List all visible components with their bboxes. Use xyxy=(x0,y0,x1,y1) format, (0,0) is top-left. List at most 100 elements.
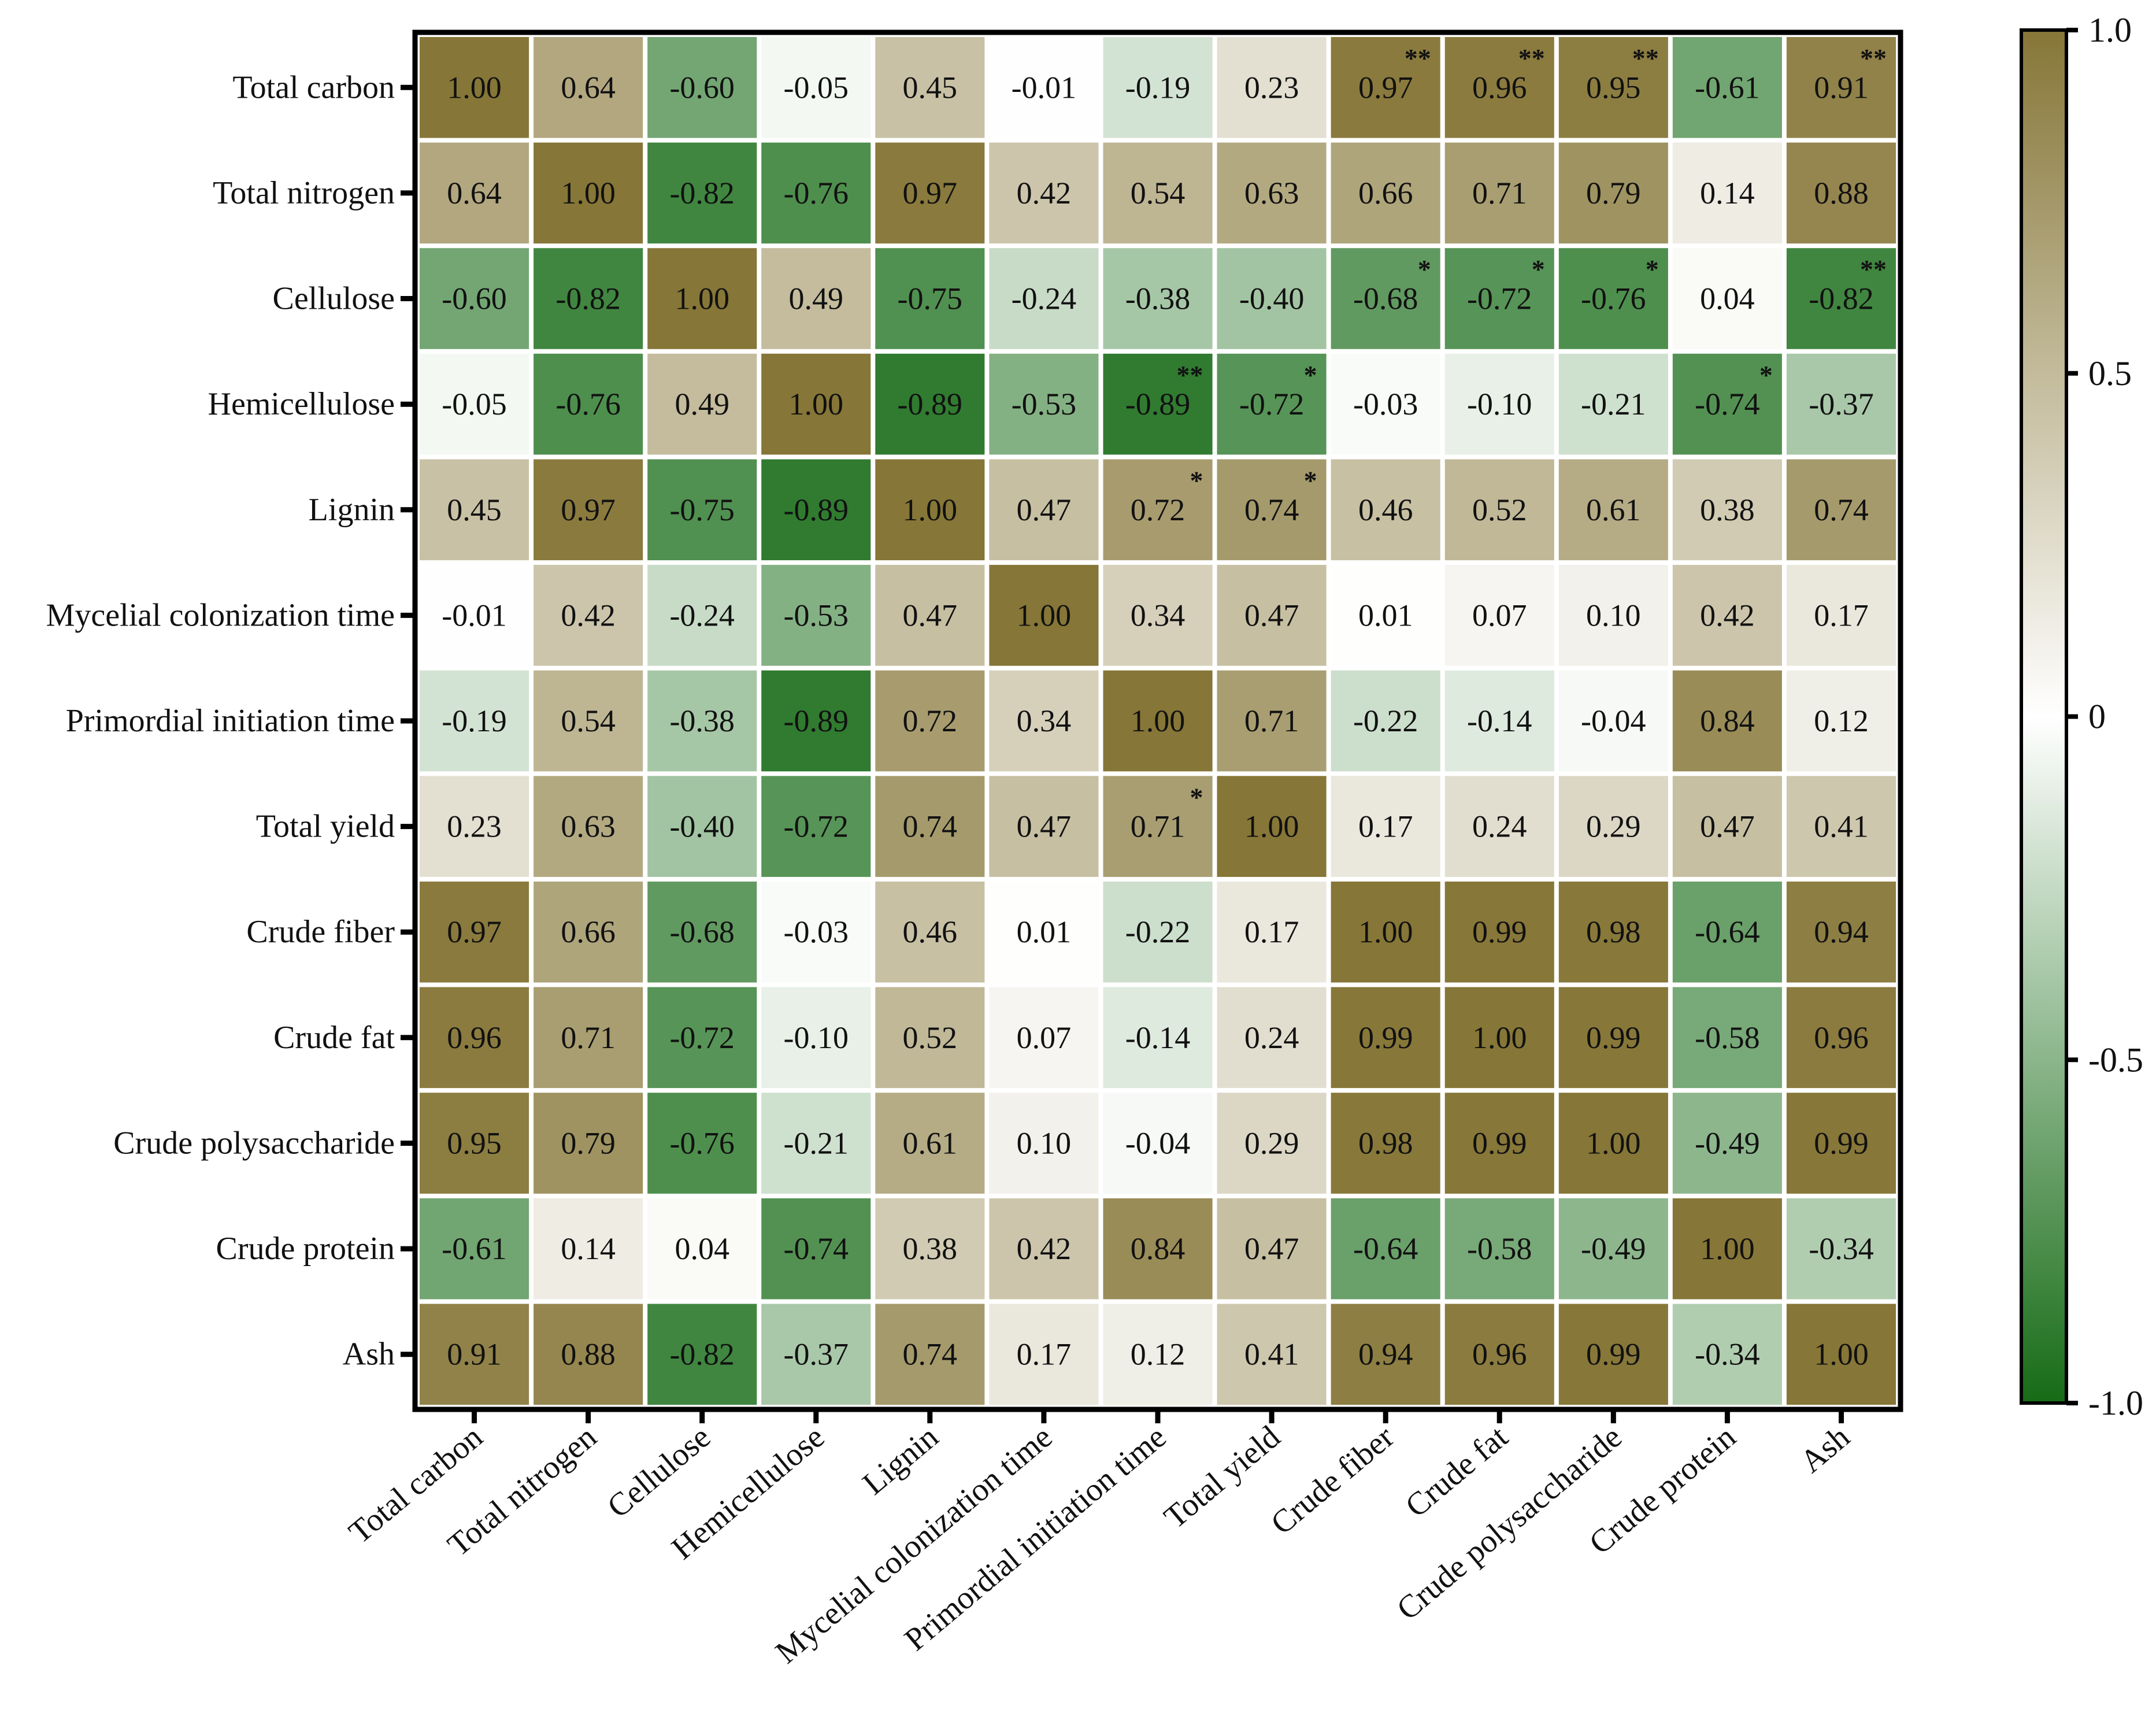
cell-value-label: 0.74 xyxy=(903,809,958,844)
heatmap-cell xyxy=(875,565,985,666)
heatmap-cell xyxy=(761,353,871,455)
heatmap-cell xyxy=(1103,353,1213,455)
cell-value-label: -0.75 xyxy=(898,282,962,316)
heatmap-cell xyxy=(1786,248,1896,349)
heatmap-cell xyxy=(1103,565,1213,666)
significance-mark: ** xyxy=(1860,254,1887,284)
heatmap-cell xyxy=(1444,670,1554,772)
cell-value-label: 0.04 xyxy=(675,1231,729,1266)
cell-value-label: -0.14 xyxy=(1467,704,1532,738)
heatmap-cell xyxy=(534,987,643,1089)
cell-value-label: 0.74 xyxy=(903,1337,958,1372)
cell-value-label: 0.47 xyxy=(1017,493,1072,527)
cell-value-label: 1.00 xyxy=(1814,1337,1869,1372)
cell-value-label: -0.05 xyxy=(784,70,849,105)
cell-value-label: -0.64 xyxy=(1353,1231,1418,1266)
heatmap-cell xyxy=(761,670,871,772)
y-axis-tick-label: Hemicellulose xyxy=(208,386,395,422)
heatmap-frame xyxy=(412,29,1903,1412)
heatmap-cell xyxy=(1331,987,1440,1089)
heatmap-cell xyxy=(1558,776,1668,877)
cell-value-label: 0.71 xyxy=(1131,809,1186,844)
cell-value-label: 1.00 xyxy=(1017,598,1072,632)
cell-value-label: 0.96 xyxy=(1472,1337,1527,1372)
cell-value-label: -0.82 xyxy=(555,282,620,316)
cell-value-label: -0.34 xyxy=(1695,1337,1759,1372)
cell-value-label: 0.88 xyxy=(561,1337,616,1372)
cell-value-label: 0.49 xyxy=(789,282,844,316)
heatmap-cell xyxy=(420,881,529,983)
heatmap-cell xyxy=(534,1304,643,1405)
heatmap-cell xyxy=(420,459,529,561)
cell-value-label: -0.38 xyxy=(1125,282,1190,316)
heatmap-cell xyxy=(761,1093,871,1194)
heatmap-cell xyxy=(1558,1304,1668,1405)
cell-value-label: 0.88 xyxy=(1814,176,1869,210)
cell-value-label: 0.45 xyxy=(903,70,958,105)
cell-value-label: 0.95 xyxy=(1586,70,1641,105)
y-axis-tick-label: Ash xyxy=(343,1337,395,1372)
heatmap-cell xyxy=(647,987,757,1089)
heatmap-cell xyxy=(534,1198,643,1300)
significance-mark: ** xyxy=(1177,360,1203,390)
heatmap-cell xyxy=(534,670,643,772)
cell-value-label: -0.82 xyxy=(669,176,734,210)
heatmap-cell xyxy=(420,1093,529,1194)
cell-value-label: 0.17 xyxy=(1358,809,1413,844)
heatmap-cell xyxy=(1558,459,1668,561)
heatmap-cell xyxy=(1444,37,1554,138)
heatmap-cell xyxy=(875,142,985,244)
heatmap-cell xyxy=(420,1198,529,1300)
cell-value-label: 0.46 xyxy=(1358,493,1413,527)
cell-value-label: 0.10 xyxy=(1586,598,1641,632)
cell-value-label: 0.71 xyxy=(1244,704,1299,738)
cell-value-label: -0.75 xyxy=(669,493,734,527)
heatmap-cell xyxy=(534,248,643,349)
heatmap-cell xyxy=(1103,248,1213,349)
significance-mark: * xyxy=(1304,360,1317,390)
cell-value-label: 0.14 xyxy=(1700,176,1755,210)
heatmap-cell xyxy=(534,1093,643,1194)
significance-mark: ** xyxy=(1518,43,1545,73)
heatmap-cell xyxy=(420,248,529,349)
heatmap-cell xyxy=(1331,142,1440,244)
cell-value-label: 0.42 xyxy=(561,598,616,632)
cell-value-label: -0.72 xyxy=(669,1020,734,1055)
heatmap-cell xyxy=(1331,565,1440,666)
cell-value-label: 0.54 xyxy=(561,704,616,738)
heatmap-cell xyxy=(875,37,985,138)
heatmap-cell xyxy=(989,776,1099,877)
cell-value-label: 0.66 xyxy=(1358,176,1413,210)
heatmap-cell xyxy=(1331,248,1440,349)
heatmap-cell xyxy=(989,565,1099,666)
cell-value-label: 0.47 xyxy=(1700,809,1755,844)
cell-value-label: -0.76 xyxy=(555,387,620,421)
colorbar-tick-label: 0 xyxy=(2088,698,2106,736)
cell-value-label: -0.01 xyxy=(442,598,506,632)
heatmap-cell xyxy=(534,881,643,983)
heatmap-cell xyxy=(1786,353,1896,455)
significance-mark: ** xyxy=(1405,43,1431,73)
heatmap-cell xyxy=(1786,142,1896,244)
heatmap-cell xyxy=(761,459,871,561)
colorbar-tick-label: 1.0 xyxy=(2088,11,2132,49)
heatmap-cell xyxy=(420,142,529,244)
cell-value-label: 0.99 xyxy=(1814,1126,1869,1161)
cell-value-label: 0.14 xyxy=(561,1231,616,1266)
heatmap-cell xyxy=(1331,1093,1440,1194)
heatmap-cell xyxy=(989,459,1099,561)
heatmap-cell xyxy=(1217,1093,1327,1194)
cell-value-label: 1.00 xyxy=(789,387,844,421)
cell-value-label: 0.79 xyxy=(1586,176,1641,210)
cell-value-label: 0.72 xyxy=(903,704,958,738)
heatmap-cell xyxy=(1217,776,1327,877)
cell-value-label: 0.63 xyxy=(561,809,616,844)
cell-value-label: 0.47 xyxy=(1017,809,1072,844)
cell-value-label: 0.38 xyxy=(1700,493,1755,527)
cell-value-label: 0.94 xyxy=(1814,915,1869,949)
cell-value-label: -0.10 xyxy=(1467,387,1532,421)
cell-value-label: -0.61 xyxy=(1695,70,1759,105)
cell-value-label: -0.24 xyxy=(1012,282,1076,316)
cell-value-label: 1.00 xyxy=(447,70,502,105)
